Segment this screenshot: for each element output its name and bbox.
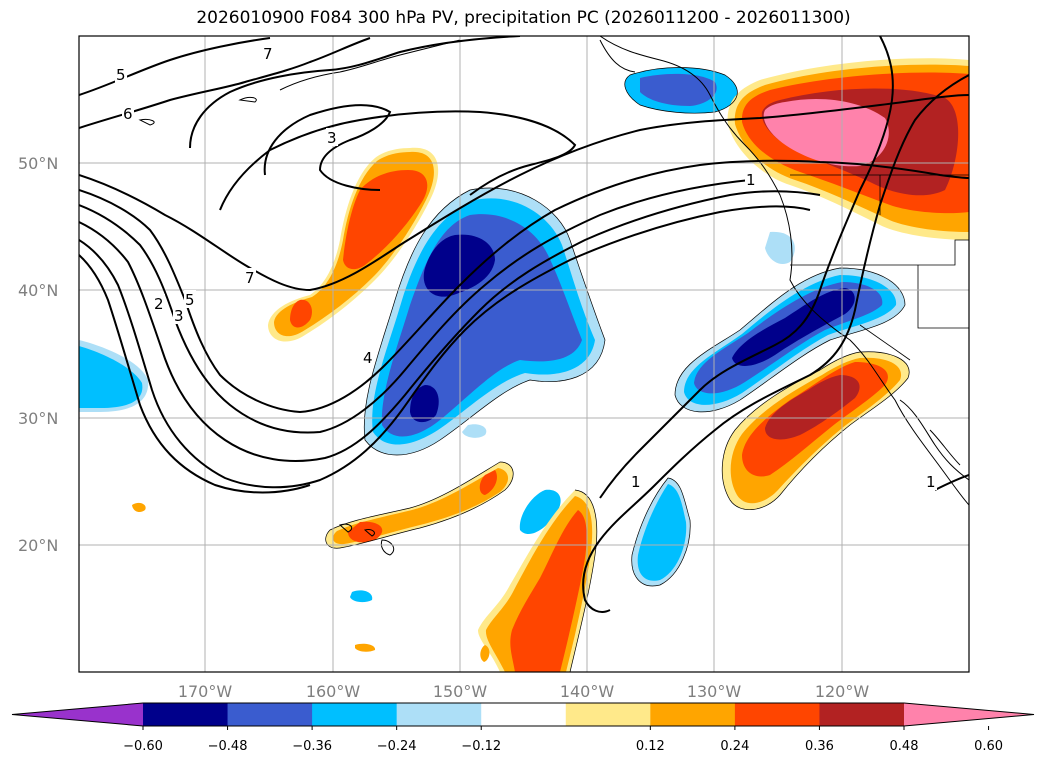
contour-label-3a: 3 xyxy=(327,129,337,147)
colorbar-box xyxy=(312,703,398,726)
contour-label-7b: 7 xyxy=(245,269,255,287)
lon-label-140w: 140°W xyxy=(560,682,615,701)
coastlines xyxy=(138,36,969,556)
colorbar-box xyxy=(650,703,736,726)
map-frame xyxy=(78,35,970,673)
colorbar-tick-label: 0.48 xyxy=(890,739,919,754)
contour-label-5a: 5 xyxy=(116,66,126,84)
colorbar-tick-label: −0.12 xyxy=(461,739,501,754)
contour-label-2: 2 xyxy=(154,295,164,313)
colorbar-tick-label: 0.12 xyxy=(636,739,665,754)
colorbar-box xyxy=(481,703,567,726)
precip-outlines xyxy=(325,67,910,672)
lon-label-130w: 130°W xyxy=(687,682,742,701)
contour-label-3b: 3 xyxy=(174,307,184,325)
lon-label-160w: 160°W xyxy=(306,682,361,701)
colorbar-box xyxy=(734,703,820,726)
lat-label-40n: 40°N xyxy=(18,281,58,300)
map-title: 2026010900 F084 300 hPa PV, precipitatio… xyxy=(196,8,851,28)
colorbar-tick-label: 0.60 xyxy=(974,739,1003,754)
colorbar-tick-label: −0.36 xyxy=(292,739,332,754)
colorbar-tick-label: −0.60 xyxy=(123,739,163,754)
contour-label-1c: 1 xyxy=(926,473,936,491)
lat-label-50n: 50°N xyxy=(18,154,58,173)
contour-label-4: 4 xyxy=(363,349,373,367)
contour-labels: 5 6 7 3 7 2 3 5 4 1 1 1 xyxy=(115,44,937,491)
colorbar: −0.60 −0.48 −0.36 −0.24 −0.12 0.12 0.24 0.36 0.4… xyxy=(11,702,1035,754)
map-panel: 5 6 7 3 7 2 3 5 4 1 1 1 xyxy=(79,36,969,672)
colorbar-tick-label: 0.24 xyxy=(720,739,749,754)
colorbar-box xyxy=(396,703,482,726)
lat-label-30n: 30°N xyxy=(18,409,58,428)
contour-label-1a: 1 xyxy=(746,171,756,189)
colorbar-tick-label: 0.36 xyxy=(805,739,834,754)
contour-label-7a: 7 xyxy=(263,45,273,63)
colorbar-box xyxy=(819,703,905,726)
contour-label-6a: 6 xyxy=(123,105,133,123)
lon-label-150w: 150°W xyxy=(433,682,488,701)
contour-label-1b: 1 xyxy=(631,473,641,491)
colorbar-tick-label: −0.24 xyxy=(377,739,417,754)
contour-label-5b: 5 xyxy=(185,291,195,309)
lon-label-120w: 120°W xyxy=(815,682,870,701)
colorbar-extend-high xyxy=(904,703,1034,726)
colorbar-tick-label: −0.48 xyxy=(208,739,248,754)
colorbar-box xyxy=(565,703,651,726)
colorbar-extend-low xyxy=(12,703,143,726)
lat-label-20n: 20°N xyxy=(18,536,58,555)
lat-axis: 50°N 40°N 30°N 20°N xyxy=(18,154,58,555)
lon-axis: 170°W 160°W 150°W 140°W 130°W 120°W xyxy=(178,682,870,701)
colorbar-box xyxy=(227,703,313,726)
colorbar-box xyxy=(143,703,229,726)
lon-label-170w: 170°W xyxy=(178,682,233,701)
